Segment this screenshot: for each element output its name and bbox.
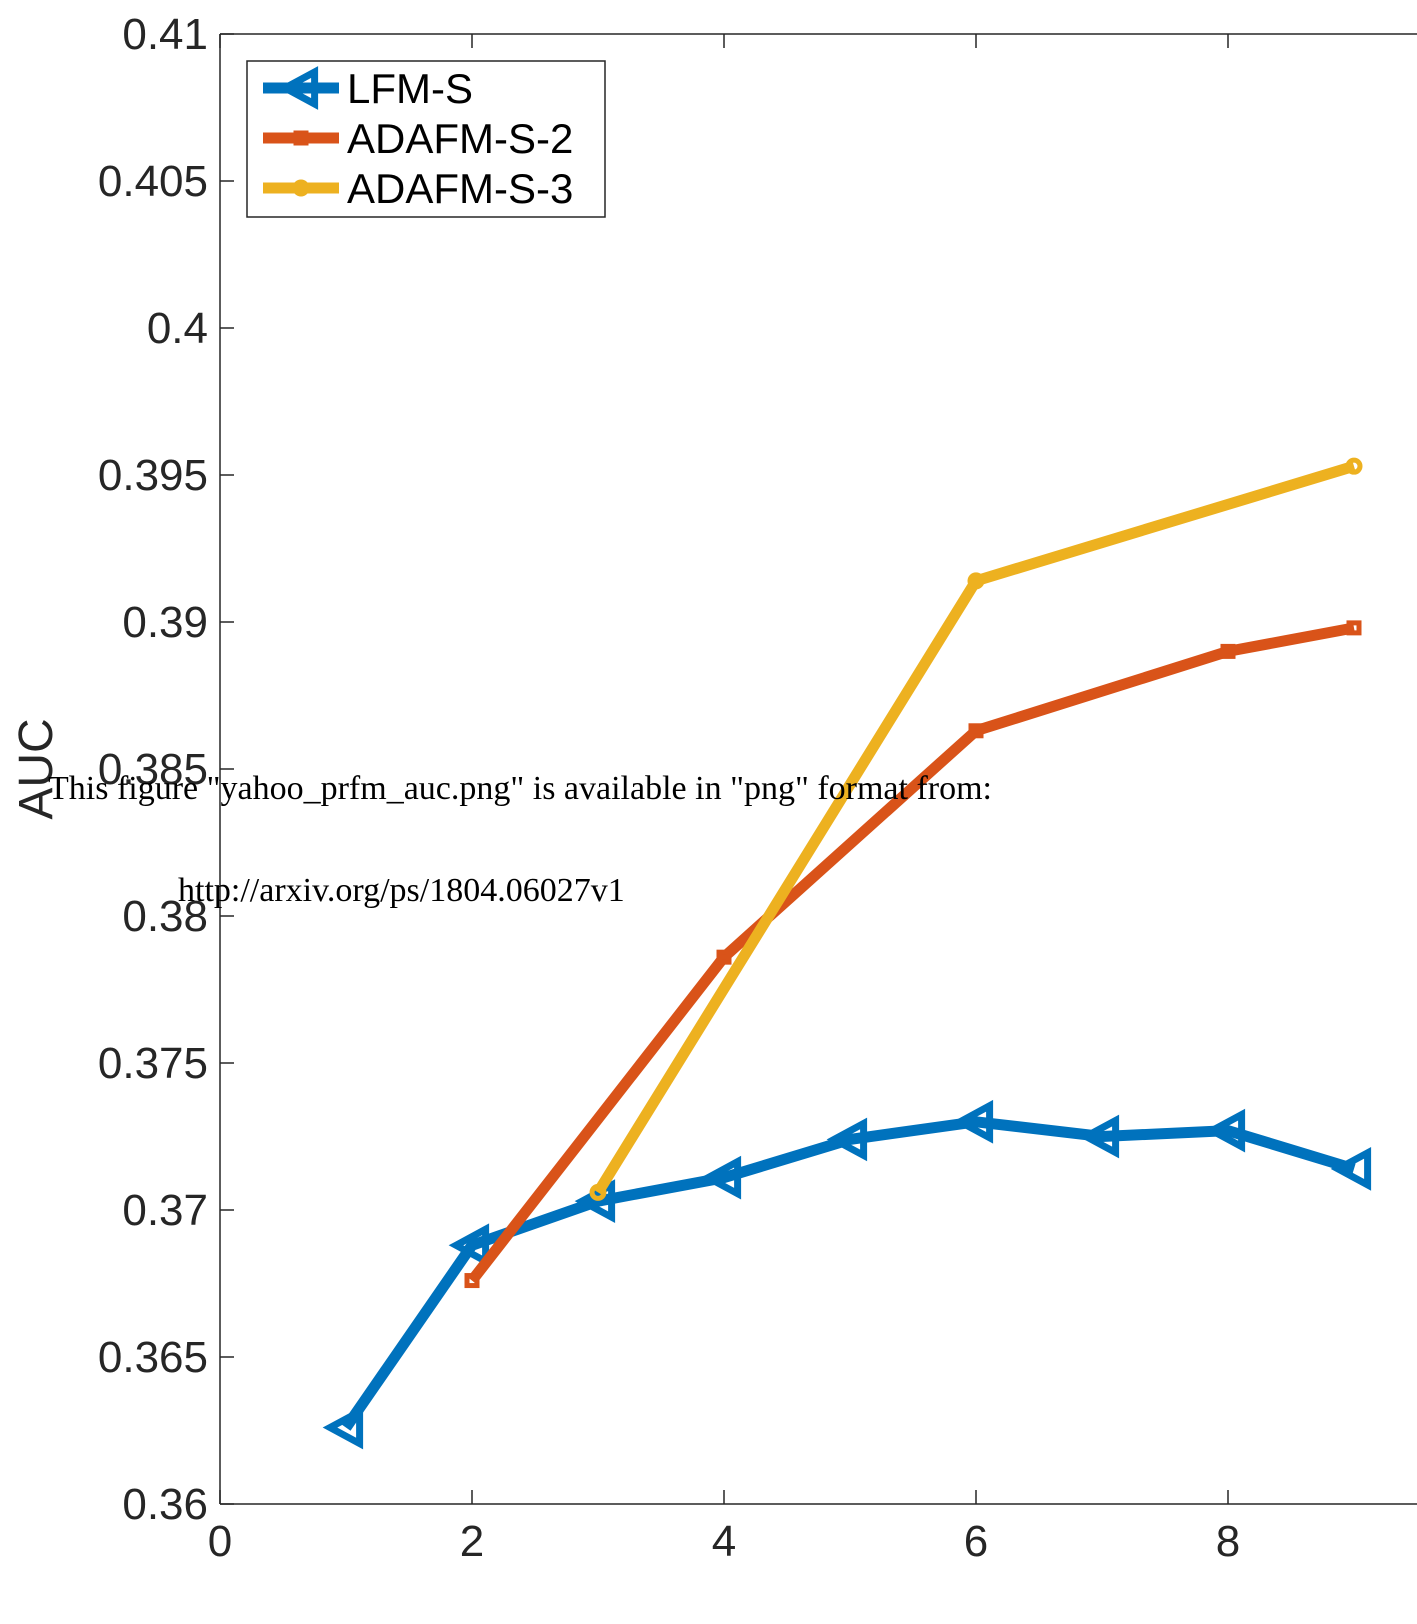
data-point-marker [716, 949, 732, 965]
data-point-marker [322, 1405, 364, 1450]
y-tick-label: 0.375 [98, 1039, 208, 1088]
plot-area: 0.360.3650.370.3750.380.3850.390.3950.40… [10, 10, 1417, 1566]
data-point-marker [952, 1099, 994, 1144]
series-line [593, 460, 1356, 1196]
y-tick-label: 0.39 [122, 598, 208, 647]
x-tick-label: 6 [964, 1517, 988, 1566]
figure-source-url: http://arxiv.org/ps/1804.06027v1 [178, 872, 625, 909]
data-point-marker [464, 1273, 480, 1289]
data-point-marker [968, 723, 984, 739]
data-point-marker [1345, 457, 1363, 475]
y-tick-label: 0.38 [122, 892, 208, 941]
data-point-marker [700, 1155, 742, 1200]
y-tick-label: 0.395 [98, 451, 208, 500]
series-line [341, 1116, 1356, 1431]
data-point-marker [1220, 643, 1236, 659]
legend-label: ADAFM-S-2 [347, 115, 573, 162]
data-point-marker [293, 130, 309, 146]
data-point-marker [589, 1183, 607, 1201]
data-point-marker [1078, 1114, 1120, 1159]
y-axis-title: AUC [10, 718, 63, 819]
x-tick-label: 0 [208, 1517, 232, 1566]
y-tick-label: 0.405 [98, 157, 208, 206]
y-tick-label: 0.36 [122, 1480, 208, 1529]
y-tick-label: 0.41 [122, 10, 208, 59]
series-adafm-s-2 [464, 620, 1362, 1289]
unavailable-figure-notice: This figure "yahoo_prfm_auc.png" is avai… [48, 770, 992, 807]
data-point-marker [277, 66, 319, 110]
x-tick-label: 2 [460, 1517, 484, 1566]
series-line [467, 622, 1356, 1284]
data-point-marker [1330, 1146, 1372, 1191]
data-point-marker [448, 1223, 490, 1268]
y-tick-label: 0.365 [98, 1333, 208, 1382]
series-lfm-s [322, 1099, 1372, 1450]
x-tick-label: 8 [1216, 1517, 1240, 1566]
data-point-marker [1346, 620, 1362, 636]
data-point-marker [826, 1117, 868, 1162]
data-point-marker [1204, 1108, 1246, 1153]
y-tick-label: 0.385 [98, 745, 208, 794]
x-tick-label: 4 [712, 1517, 736, 1566]
series-layer [322, 457, 1372, 1450]
data-point-marker [967, 572, 985, 590]
legend-label: LFM-S [347, 65, 473, 112]
y-tick-label: 0.37 [122, 1186, 208, 1235]
data-point-marker [292, 179, 310, 197]
series-adafm-s-3 [589, 457, 1363, 1201]
data-point-marker [574, 1179, 616, 1224]
y-tick-label: 0.4 [147, 304, 208, 353]
legend-label: ADAFM-S-3 [347, 165, 573, 212]
